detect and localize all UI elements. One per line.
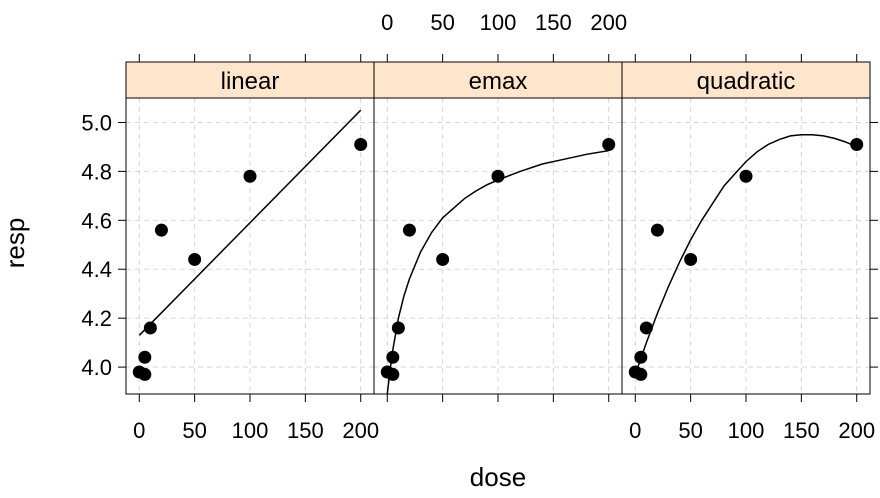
data-point (650, 223, 664, 237)
data-point (143, 321, 157, 335)
x-tick-label: 150 (783, 418, 820, 443)
data-point (188, 252, 202, 266)
data-point (436, 252, 450, 266)
x-tick-label-top: 0 (381, 10, 393, 35)
x-tick-label-top: 200 (590, 10, 627, 35)
strip-label: quadratic (697, 68, 796, 95)
data-point (154, 223, 168, 237)
fit-curve-emax (386, 149, 609, 395)
strip-label: emax (469, 68, 528, 95)
data-point (684, 252, 698, 266)
axes-layer: 0 50 100 150 200 0 50 100 150 200 0 50 100 150 200 4.0 4… (81, 10, 878, 443)
data-point (138, 367, 152, 381)
data-point (634, 367, 648, 381)
x-axis-label: dose (470, 462, 526, 492)
data-point (354, 137, 368, 151)
y-tick-label: 4.4 (81, 257, 112, 282)
data-point (634, 350, 648, 364)
x-tick-label: 50 (182, 418, 206, 443)
x-tick-label-top: 150 (535, 10, 572, 35)
data-point (386, 367, 400, 381)
data-point (243, 169, 257, 183)
y-tick-label: 4.2 (81, 306, 112, 331)
data-point (391, 321, 405, 335)
y-tick-label: 5.0 (81, 110, 112, 135)
data-point (402, 223, 416, 237)
x-tick-label: 0 (629, 418, 641, 443)
x-tick-label: 200 (838, 418, 875, 443)
x-tick-label: 150 (287, 418, 324, 443)
y-tick-label: 4.8 (81, 159, 112, 184)
data-point (739, 169, 753, 183)
data-point (386, 350, 400, 364)
x-tick-label-top: 50 (430, 10, 454, 35)
grid-layer (126, 98, 870, 394)
fit-curve-linear (138, 109, 362, 336)
x-tick-label-top: 100 (480, 10, 517, 35)
x-tick-label: 100 (232, 418, 269, 443)
y-axis-label: resp (0, 218, 30, 269)
y-tick-label: 4.6 (81, 208, 112, 233)
data-point (639, 321, 653, 335)
x-tick-label: 0 (133, 418, 145, 443)
x-tick-label: 50 (678, 418, 702, 443)
x-tick-label: 200 (342, 418, 379, 443)
data-point (138, 350, 152, 364)
data-point (850, 137, 864, 151)
x-tick-label: 100 (728, 418, 765, 443)
data-point (491, 169, 505, 183)
y-tick-label: 4.0 (81, 355, 112, 380)
data-point (602, 137, 616, 151)
strip-emax (373, 61, 623, 99)
strip-label: linear (221, 68, 280, 95)
fit-curve-quadratic (634, 133, 858, 375)
panel-quadratic: quadratic (621, 61, 871, 395)
